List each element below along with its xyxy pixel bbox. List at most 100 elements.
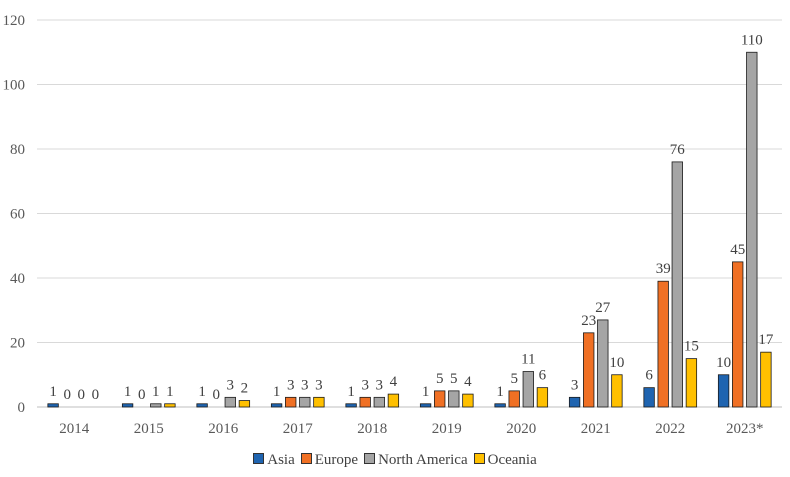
legend-label: Europe	[314, 452, 359, 468]
bar-europe	[434, 390, 446, 408]
bar-north-america	[448, 390, 460, 408]
bars	[47, 51, 772, 408]
y-axis: 0 20 40 60 80 100 120	[3, 13, 26, 416]
data-label: 3	[376, 377, 384, 393]
legend-label: North America	[378, 452, 468, 468]
x-tick-label: 2018	[357, 421, 387, 437]
data-label: 3	[227, 377, 235, 393]
y-tick-label: 100	[3, 78, 26, 94]
legend-label: Asia	[267, 452, 295, 468]
data-label: 1	[49, 384, 57, 400]
bar-asia	[568, 396, 581, 408]
bar-north-america	[746, 51, 758, 408]
bar-asia	[419, 403, 432, 408]
legend-swatch	[473, 453, 485, 464]
data-label: 4	[390, 374, 398, 390]
data-label: 1	[166, 384, 174, 400]
bar-north-america	[522, 371, 534, 408]
bar-north-america	[299, 396, 311, 408]
x-tick-label: 2016	[208, 421, 239, 437]
bar-asia	[121, 403, 134, 408]
data-label: 110	[741, 32, 763, 48]
bar-oceania	[164, 403, 176, 408]
bar-north-america	[224, 396, 236, 408]
data-label: 2	[241, 381, 249, 397]
bar-oceania	[313, 396, 325, 408]
y-tick-label: 80	[10, 142, 25, 158]
data-label: 0	[78, 387, 86, 403]
bar-asia	[717, 374, 730, 408]
legend-item-europe: Europe	[300, 452, 359, 469]
data-label: 6	[539, 368, 547, 384]
bar-asia	[196, 403, 208, 408]
x-tick-label: 2023*	[726, 421, 764, 437]
bar-asia	[643, 387, 655, 408]
bar-oceania	[238, 400, 251, 408]
data-label: 3	[571, 377, 579, 393]
y-tick-label: 120	[3, 13, 26, 29]
bar-europe	[732, 261, 744, 408]
data-label: 1	[198, 384, 206, 400]
bar-europe	[285, 396, 297, 408]
data-label: 5	[450, 371, 458, 387]
data-label: 0	[138, 387, 146, 403]
bar-europe	[359, 396, 371, 408]
data-label: 5	[436, 371, 444, 387]
legend-label: Oceania	[487, 452, 537, 468]
x-tick-label: 2015	[134, 421, 164, 437]
legend: Asia Europe North America Oceania	[0, 452, 790, 469]
data-label: 1	[124, 384, 132, 400]
data-label: 27	[595, 300, 611, 316]
data-label: 11	[521, 352, 535, 368]
data-label: 3	[301, 377, 309, 393]
bar-asia	[47, 403, 59, 408]
legend-item-asia: Asia	[253, 452, 295, 469]
y-tick-label: 20	[10, 336, 25, 352]
bar-europe	[583, 332, 595, 408]
y-tick-label: 0	[18, 400, 26, 416]
legend-swatch	[253, 453, 265, 464]
data-label: 45	[730, 242, 745, 258]
y-tick-label: 60	[10, 207, 25, 223]
data-label: 0	[92, 387, 100, 403]
x-tick-label: 2020	[506, 421, 536, 437]
x-tick-label: 2017	[283, 421, 314, 437]
bar-north-america	[150, 403, 162, 408]
data-label: 1	[422, 384, 430, 400]
bar-europe	[508, 390, 520, 408]
x-tick-label: 2019	[432, 421, 462, 437]
bar-north-america	[597, 319, 609, 408]
x-tick-label: 2021	[581, 421, 611, 437]
data-label: 10	[716, 355, 731, 371]
data-label: 5	[510, 371, 518, 387]
data-label: 15	[684, 339, 699, 355]
data-label: 6	[645, 368, 653, 384]
bar-europe	[657, 280, 669, 408]
data-label: 39	[656, 261, 671, 277]
bar-oceania	[760, 351, 772, 408]
data-label: 3	[315, 377, 323, 393]
data-label: 17	[758, 332, 774, 348]
legend-item-oceania: Oceania	[473, 452, 537, 469]
x-tick-label: 2014	[59, 421, 90, 437]
bar-asia	[494, 403, 506, 408]
x-tick-label: 2022	[655, 421, 685, 437]
gridlines	[37, 19, 782, 408]
y-tick-label: 40	[10, 271, 25, 287]
legend-swatch	[300, 453, 312, 464]
legend-item-north-america: North America	[364, 452, 468, 469]
data-label: 1	[152, 384, 160, 400]
data-label: 0	[63, 387, 71, 403]
data-label: 1	[273, 384, 281, 400]
data-label: 1	[496, 384, 504, 400]
data-labels: 1 0 0 0 1 0 1 1 1 03 2 1 3 3 3 1 3 3 415 5 41511632327106397…	[49, 32, 774, 403]
bar-asia	[270, 403, 283, 408]
bar-oceania	[685, 358, 698, 408]
data-label: 76	[670, 142, 686, 158]
data-label: 4	[464, 374, 472, 390]
bar-asia	[345, 403, 357, 408]
data-label: 10	[609, 355, 624, 371]
bar-oceania	[611, 374, 623, 408]
bar-oceania	[387, 393, 400, 408]
